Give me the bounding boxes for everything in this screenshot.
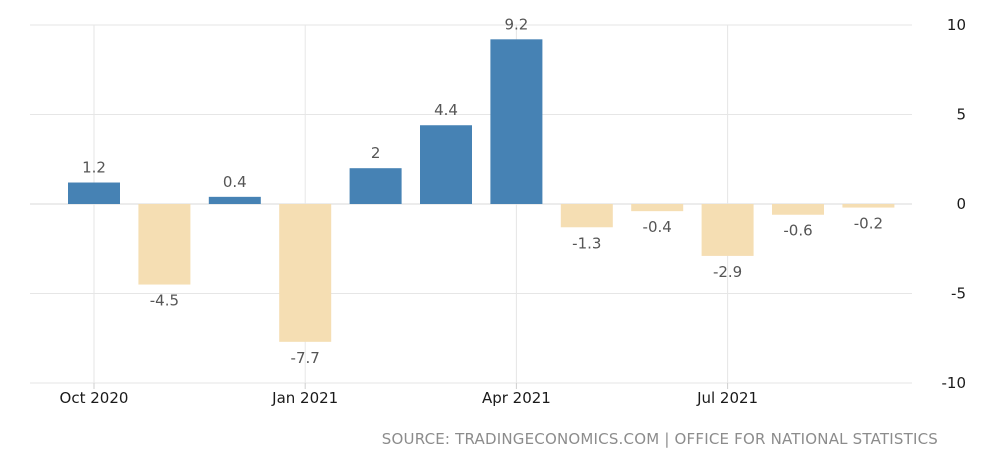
bar-value-label: -7.7 xyxy=(291,349,320,367)
bar-value-label: -0.2 xyxy=(854,215,883,233)
bar xyxy=(349,168,402,204)
bar-value-label: 2 xyxy=(371,144,381,162)
bar xyxy=(279,204,332,342)
bar xyxy=(560,204,613,228)
x-tick-label: Jul 2021 xyxy=(696,389,758,407)
bar-value-label: 4.4 xyxy=(434,101,458,119)
x-tick-label: Apr 2021 xyxy=(482,389,551,407)
bar-value-label: -1.3 xyxy=(572,234,601,252)
bar xyxy=(208,196,261,204)
x-tick-label: Jan 2021 xyxy=(271,389,338,407)
bar-value-label: -4.5 xyxy=(150,292,179,310)
x-tick-label: Oct 2020 xyxy=(60,389,129,407)
bar xyxy=(631,204,684,212)
bar-value-label: 9.2 xyxy=(504,15,528,33)
bar xyxy=(420,125,472,204)
y-tick-label: 10 xyxy=(947,16,966,34)
source-credit: SOURCE: TRADINGECONOMICS.COM | OFFICE FO… xyxy=(381,430,938,448)
bar xyxy=(68,182,120,204)
bar-value-label: -2.9 xyxy=(713,263,742,281)
bar-chart: 10 5 0 -5 -10 Oct 2020 Jan 2021 Apr 2021 Jul 202… xyxy=(30,15,967,407)
bar-value-label: 0.4 xyxy=(223,173,247,191)
bar xyxy=(490,39,543,204)
y-tick-label: 5 xyxy=(956,106,966,124)
bar-value-label: -0.6 xyxy=(783,222,812,240)
bar xyxy=(772,204,824,215)
y-tick-label: -10 xyxy=(942,374,967,392)
y-tick-label: -5 xyxy=(951,285,966,303)
bar xyxy=(701,204,754,256)
bar xyxy=(138,204,191,285)
bar-value-label: 1.2 xyxy=(82,159,106,177)
bar-value-label: -0.4 xyxy=(643,218,672,236)
bar xyxy=(842,204,895,208)
y-tick-label: 0 xyxy=(956,195,966,213)
